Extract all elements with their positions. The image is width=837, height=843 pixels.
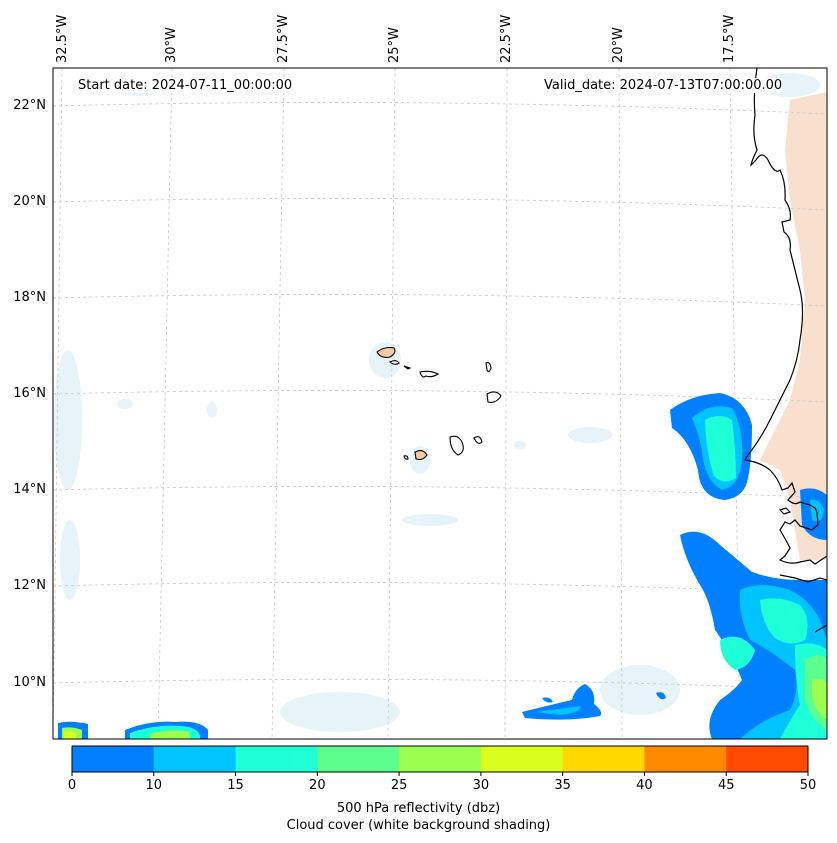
colorbar-segment <box>72 746 155 772</box>
colorbar-segment <box>399 746 482 772</box>
colorbar-tick-label: 15 <box>227 778 244 793</box>
colorbar-segment <box>235 746 318 772</box>
colorbar-segment <box>480 746 564 772</box>
reflectivity-contours <box>58 393 827 739</box>
colorbar-tick-label: 50 <box>799 778 817 793</box>
colorbar-segment <box>317 746 400 772</box>
colorbar-segment <box>726 746 809 772</box>
colorbar-segment <box>644 746 727 772</box>
latitude-label: 20°N <box>13 194 46 209</box>
colorbar-tick-label: 20 <box>309 778 326 793</box>
latitude-label: 22°N <box>13 98 46 113</box>
longitude-label: 22.5°W <box>499 14 514 63</box>
latitude-label: 10°N <box>13 675 46 690</box>
valid-date-label: Valid_date: 2024-07-13T07:00:00.00 <box>544 78 783 93</box>
longitude-label: 32.5°W <box>55 14 70 63</box>
colorbar-tick-label: 10 <box>145 778 163 793</box>
colorbar-segment <box>153 746 237 772</box>
colorbar-tick-label: 40 <box>636 778 653 793</box>
latitude-label: 18°N <box>13 290 46 305</box>
longitude-label: 27.5°W <box>276 14 291 63</box>
colorbar-segment <box>562 746 645 772</box>
colorbar-border <box>71 745 809 773</box>
colorbar-tick-label: 0 <box>67 778 77 793</box>
coastline <box>744 68 827 633</box>
colorbar-tick-label: 25 <box>390 778 408 793</box>
cape-verde-islands <box>376 346 502 461</box>
longitude-label: 20°W <box>611 27 626 63</box>
latitude-label: 14°N <box>13 482 46 497</box>
longitude-label: 30°W <box>164 27 179 63</box>
longitude-label: 25°W <box>387 27 402 63</box>
map-frame <box>52 67 828 740</box>
latitude-label: 16°N <box>13 386 46 401</box>
start-date-label: Start date: 2024-07-11_00:00:00 <box>78 78 293 93</box>
latitude-label: 12°N <box>13 578 46 593</box>
longitude-label: 17.5°W <box>722 14 737 63</box>
colorbar-sublabel: Cloud cover (white background shading) <box>286 818 551 833</box>
colorbar-tick-label: 35 <box>554 778 571 793</box>
colorbar-tick-label: 45 <box>717 778 735 793</box>
colorbar-tick-label: 30 <box>472 778 490 793</box>
colorbar-label: 500 hPa reflectivity (dbz) <box>336 801 501 816</box>
colorbar <box>71 745 809 776</box>
